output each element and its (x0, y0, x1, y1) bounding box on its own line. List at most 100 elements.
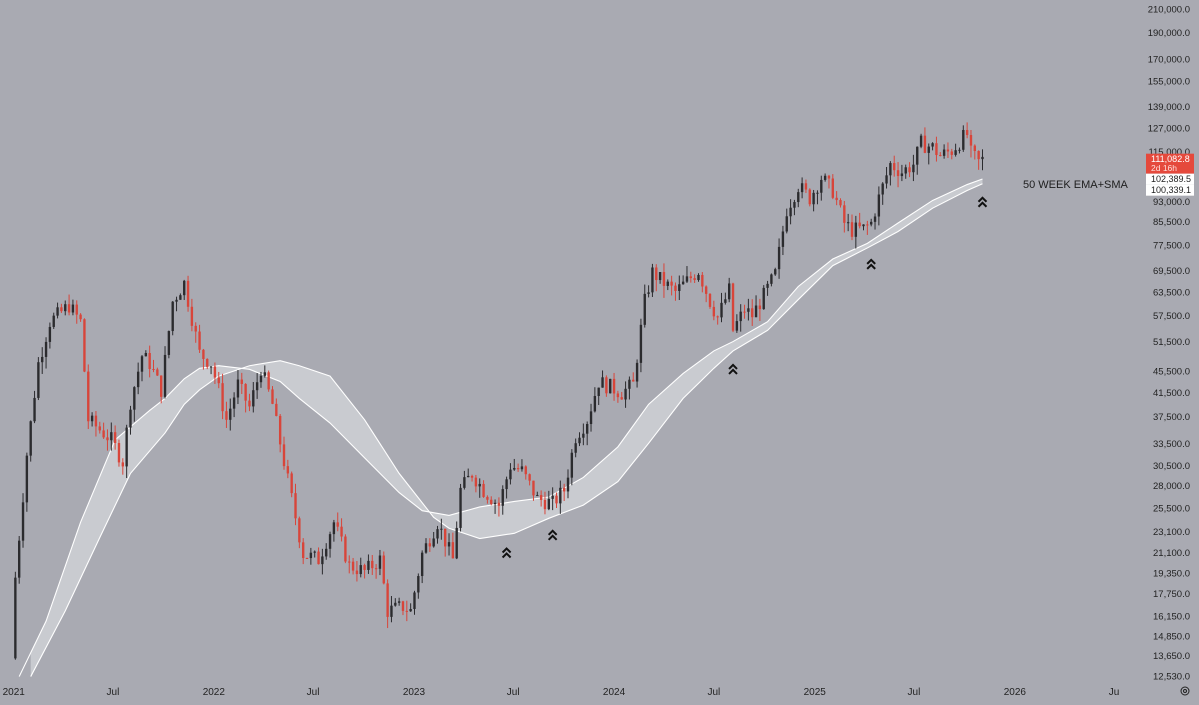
time-axis-label: 2026 (1004, 687, 1027, 698)
candle (850, 214, 854, 241)
candle (202, 348, 205, 370)
candle (156, 367, 159, 376)
candle (662, 263, 666, 298)
candle (927, 143, 930, 165)
time-axis-label: 2024 (603, 687, 626, 698)
price-axis-label: 25,500.0 (1153, 503, 1190, 514)
candle (186, 275, 190, 312)
candle (394, 598, 397, 607)
candle (198, 324, 201, 353)
double-chevron-up-icon (728, 363, 738, 375)
time-axis[interactable]: 2021 Jul 2022 Jul 2023 Jul 2024 Jul 2025 Jul 2026 J… (3, 686, 1190, 698)
candle (397, 597, 401, 606)
time-axis-label: Ju (1109, 687, 1120, 698)
candle (33, 390, 36, 424)
candle (774, 267, 777, 276)
price-axis-label: 14,850.0 (1153, 631, 1190, 642)
candle (827, 174, 831, 189)
price-axis-label: 170,000.0 (1148, 54, 1190, 65)
candle (278, 414, 282, 453)
candle (839, 198, 842, 208)
candle (716, 315, 719, 325)
candle (693, 274, 696, 283)
candle (67, 294, 71, 316)
candle (459, 483, 462, 532)
candle (232, 392, 236, 418)
candle (94, 411, 98, 437)
candle (52, 312, 55, 329)
candle (977, 150, 980, 170)
candle (221, 373, 224, 420)
candle (332, 519, 336, 542)
candle (470, 474, 474, 482)
candle (463, 470, 466, 490)
candle (340, 518, 343, 542)
candle (493, 499, 497, 514)
time-axis-label: 2021 (3, 687, 26, 698)
candle (896, 162, 900, 188)
candle (655, 264, 658, 292)
candle (110, 422, 113, 451)
candle (490, 496, 493, 506)
candle (125, 424, 128, 479)
price-axis-label: 33,500.0 (1153, 439, 1190, 450)
candle (48, 322, 52, 349)
double-chevron-up-icon (977, 196, 988, 208)
candle (163, 346, 167, 399)
candle (777, 238, 781, 279)
candle (812, 189, 815, 212)
candle (785, 208, 788, 234)
candle (908, 162, 911, 178)
candle (509, 463, 512, 485)
candle (252, 382, 255, 413)
candle (451, 532, 455, 559)
price-axis-label: 69,500.0 (1153, 266, 1190, 277)
moving-average-band (18, 178, 983, 677)
candle (735, 314, 739, 333)
candle (670, 275, 673, 296)
candle (628, 376, 631, 400)
candle (658, 272, 662, 284)
candle (14, 571, 17, 660)
candle (386, 579, 389, 629)
candle (681, 275, 685, 285)
candle (301, 538, 305, 565)
candle (309, 547, 313, 565)
candle (497, 497, 501, 517)
candle (259, 371, 263, 388)
time-axis-label: 2022 (203, 687, 226, 698)
candle (37, 357, 40, 401)
candle (762, 285, 765, 310)
candle (60, 303, 63, 313)
candle (363, 563, 366, 579)
candle (578, 432, 581, 447)
candle (743, 304, 746, 319)
candle (248, 393, 251, 412)
price-axis-label: 190,000.0 (1148, 28, 1190, 39)
price-axis-label: 51,500.0 (1153, 337, 1190, 348)
price-axis-label: 155,000.0 (1148, 76, 1190, 87)
price-axis-label: 93,000.0 (1153, 197, 1190, 208)
candle (593, 387, 597, 413)
candle (25, 452, 29, 512)
candle (946, 142, 950, 158)
candle (923, 127, 927, 154)
price-axis-label: 28,000.0 (1153, 481, 1190, 492)
candle (524, 465, 527, 480)
settings-gear-icon[interactable] (1180, 686, 1190, 696)
candle (179, 293, 182, 300)
candle (942, 144, 946, 159)
candle (612, 372, 616, 401)
candle (854, 215, 858, 249)
candle (758, 298, 762, 321)
price-axis[interactable]: 210,000.0 190,000.0 170,000.0 155,000.0 139,… (1148, 5, 1190, 683)
time-axis-label: Jul (707, 687, 720, 698)
candle (931, 142, 934, 151)
candle (267, 370, 270, 392)
candle (428, 538, 432, 552)
candle (605, 375, 608, 397)
price-axis-label: 30,500.0 (1153, 461, 1190, 472)
candle (382, 551, 385, 585)
